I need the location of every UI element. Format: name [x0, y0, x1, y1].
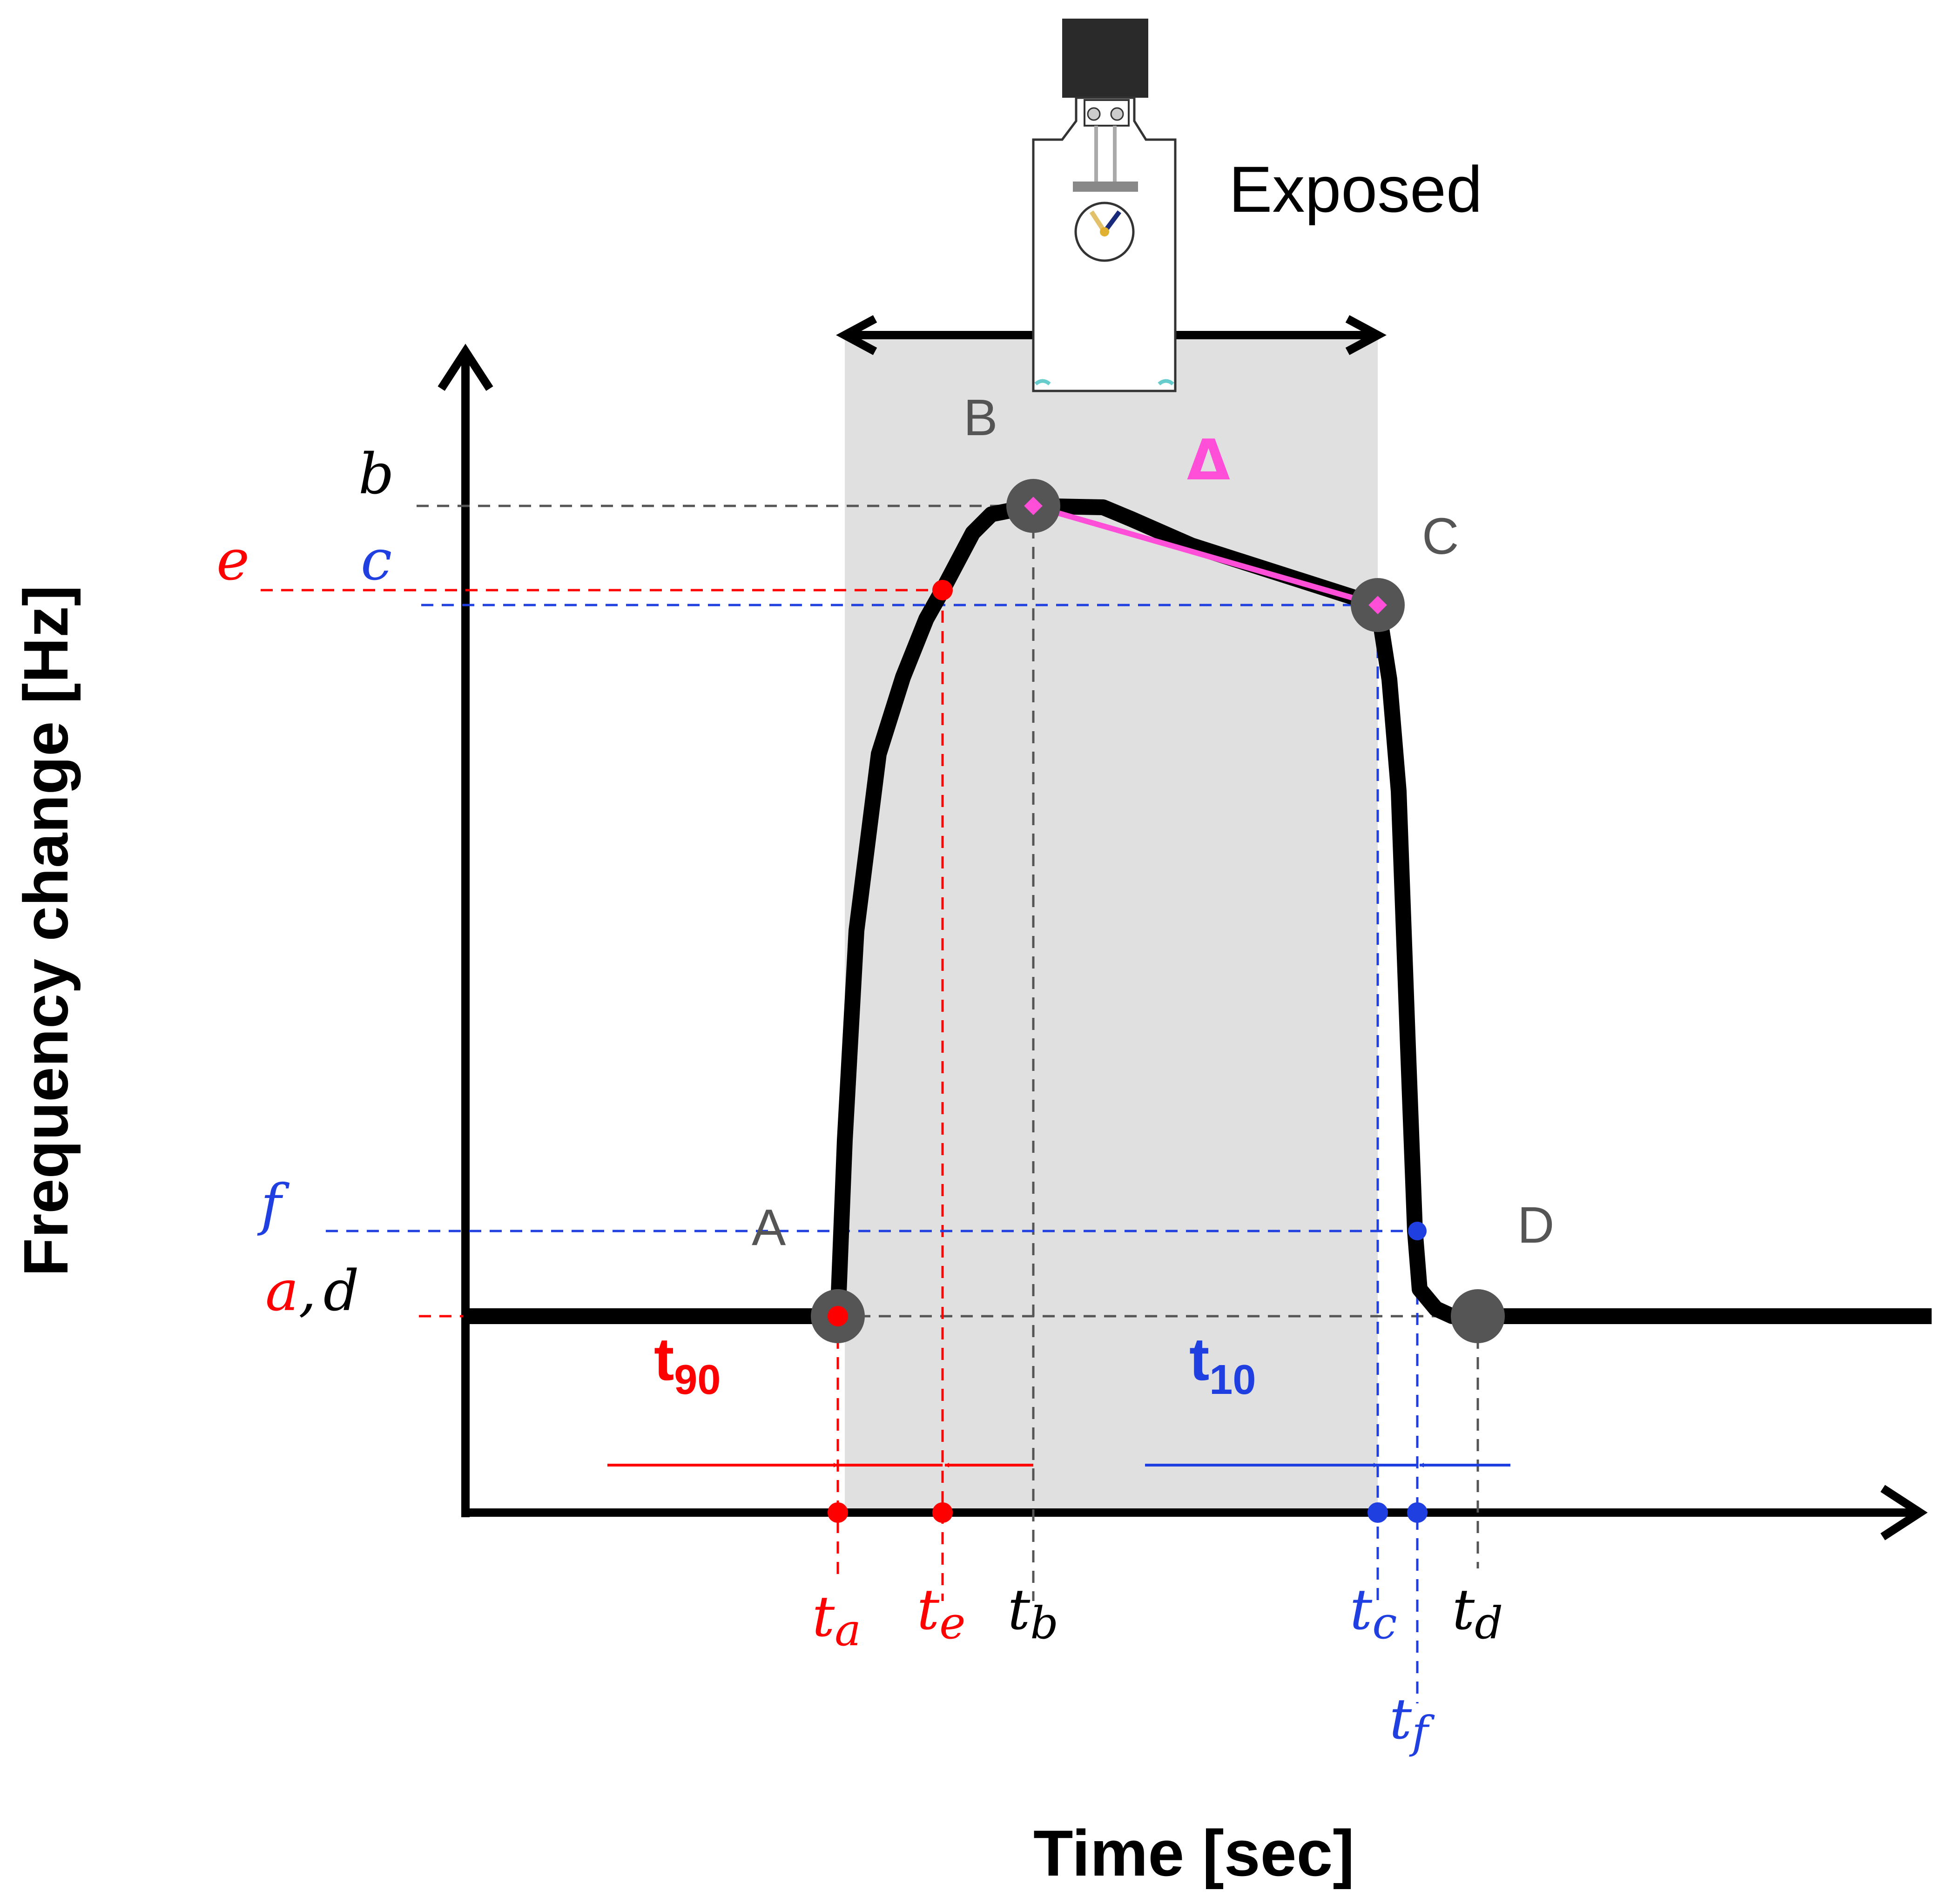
time-a-label: ta — [812, 1585, 861, 1656]
point-d-marker — [1451, 1289, 1505, 1343]
level-b-label: b — [358, 442, 394, 507]
blue-guides — [326, 604, 1419, 1703]
t90-label: t90 — [654, 1325, 721, 1403]
slope-line — [1032, 503, 1379, 608]
time-c-label: tc — [1350, 1578, 1397, 1649]
level-c-label: c — [361, 528, 392, 593]
point-b-label: B — [963, 389, 997, 446]
time-d-label: td — [1452, 1578, 1503, 1649]
delta-symbol: Δ — [1187, 428, 1230, 493]
point-d-label: D — [1517, 1197, 1554, 1254]
x-axis — [461, 1485, 1928, 1541]
exposed-label: Exposed — [1229, 153, 1482, 226]
y-axis — [438, 343, 493, 1517]
point-a-label: A — [752, 1199, 786, 1256]
sensor-vial-icon — [1032, 19, 1177, 392]
point-c-label: C — [1422, 508, 1459, 565]
time-b-label: tb — [1008, 1578, 1058, 1649]
t10-label: t10 — [1189, 1325, 1256, 1403]
y-axis-title: Frequency change [Hz] — [11, 585, 81, 1276]
level-ad-label: a, d — [265, 1259, 359, 1324]
time-e-label: te — [917, 1578, 965, 1649]
x-axis-title: Time [sec] — [1033, 1817, 1354, 1890]
response-curve — [463, 498, 1932, 1324]
time-f-label: tf — [1389, 1687, 1435, 1758]
exposure-region — [845, 337, 1378, 1510]
level-f-label: f — [257, 1173, 290, 1238]
gray-guides — [417, 505, 1479, 1601]
level-e-label: e — [216, 528, 249, 593]
marker-dots — [828, 580, 1428, 1523]
